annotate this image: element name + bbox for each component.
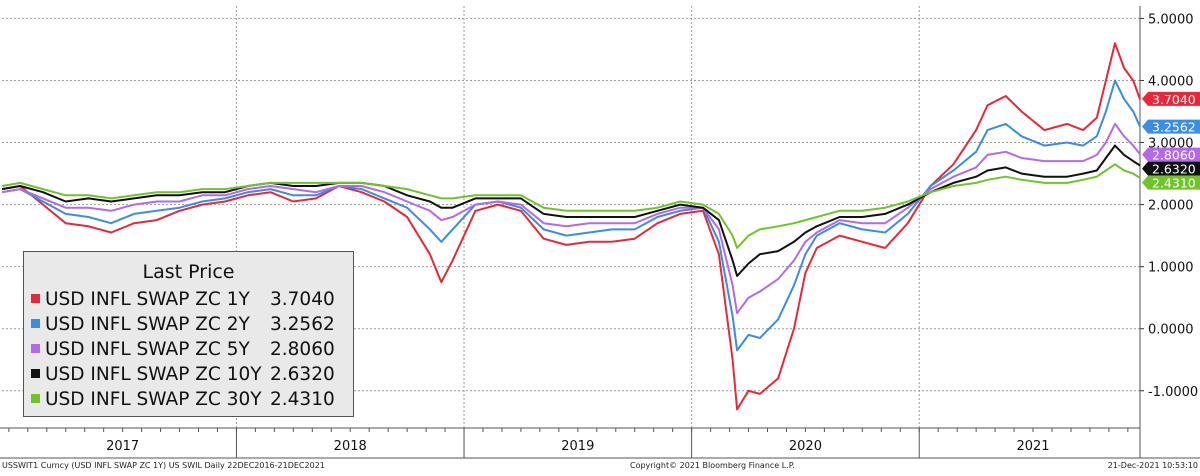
legend-series-name: USD INFL SWAP ZC 30Y: [45, 389, 262, 410]
legend-series-name: USD INFL SWAP ZC 2Y: [45, 314, 250, 335]
legend-swatch: [31, 294, 40, 303]
legend: Last Price USD INFL SWAP ZC 1Y 3.7040 USD …: [23, 251, 354, 417]
legend-series-name: USD INFL SWAP ZC 1Y: [45, 289, 250, 310]
x-tick-label: 2018: [334, 439, 367, 454]
last-price-label: 2.6320: [1152, 162, 1196, 177]
series-line: [1, 163, 1141, 249]
last-price-label: 3.7040: [1152, 92, 1196, 107]
x-tick-label: 2020: [789, 439, 822, 454]
y-tick-label: 0.0000: [1148, 323, 1194, 338]
legend-series-value: 2.4310: [270, 389, 335, 410]
legend-series-value: 2.8060: [270, 339, 335, 360]
last-price-tag: [1142, 119, 1200, 134]
series-line: [1, 144, 1141, 277]
footer-ticker-info: USSWIT1 Curncy (USD INFL SWAP ZC 1Y) US …: [2, 461, 325, 470]
legend-swatch: [31, 394, 40, 403]
legend-series-value: 3.7040: [270, 289, 335, 310]
footer-timestamp: 21-Dec-2021 10:53:10: [1107, 461, 1198, 470]
y-tick-label: -1.0000: [1148, 385, 1198, 400]
legend-item: USD INFL SWAP ZC 2Y 3.2562: [31, 313, 335, 337]
legend-title: Last Price: [142, 261, 235, 283]
last-price-tag: [1142, 91, 1200, 106]
footer-copyright: Copyright© 2021 Bloomberg Finance L.P.: [630, 461, 795, 470]
legend-swatch: [31, 369, 40, 378]
last-price-tag: [1142, 161, 1200, 176]
legend-item: USD INFL SWAP ZC 10Y 2.6320: [31, 363, 335, 387]
legend-series-value: 2.6320: [270, 364, 335, 385]
series-line: [1, 79, 1141, 352]
legend-swatch: [31, 319, 40, 328]
x-tick-label: 2021: [1016, 439, 1049, 454]
legend-series-value: 3.2562: [270, 314, 335, 335]
legend-item: USD INFL SWAP ZC 5Y 2.8060: [31, 338, 335, 362]
legend-series-name: USD INFL SWAP ZC 5Y: [45, 339, 250, 360]
last-price-label: 2.8060: [1152, 148, 1196, 163]
y-tick-label: 2.0000: [1148, 199, 1194, 214]
x-tick-label: 2019: [561, 439, 594, 454]
legend-item: USD INFL SWAP ZC 1Y 3.7040: [31, 288, 335, 312]
last-price-tag: [1142, 147, 1200, 162]
last-price-tag: [1142, 175, 1200, 190]
legend-swatch: [31, 344, 40, 353]
legend-item: USD INFL SWAP ZC 30Y 2.4310: [31, 388, 335, 412]
y-tick-label: 4.0000: [1148, 74, 1194, 89]
last-price-label: 2.4310: [1152, 176, 1196, 191]
legend-series-name: USD INFL SWAP ZC 10Y: [45, 364, 262, 385]
y-tick-label: 5.0000: [1148, 12, 1194, 27]
y-tick-label: 1.0000: [1148, 261, 1194, 276]
series-line: [1, 42, 1141, 411]
series-line: [1, 122, 1141, 315]
last-price-label: 3.2562: [1152, 120, 1196, 135]
x-tick-label: 2017: [106, 439, 139, 454]
